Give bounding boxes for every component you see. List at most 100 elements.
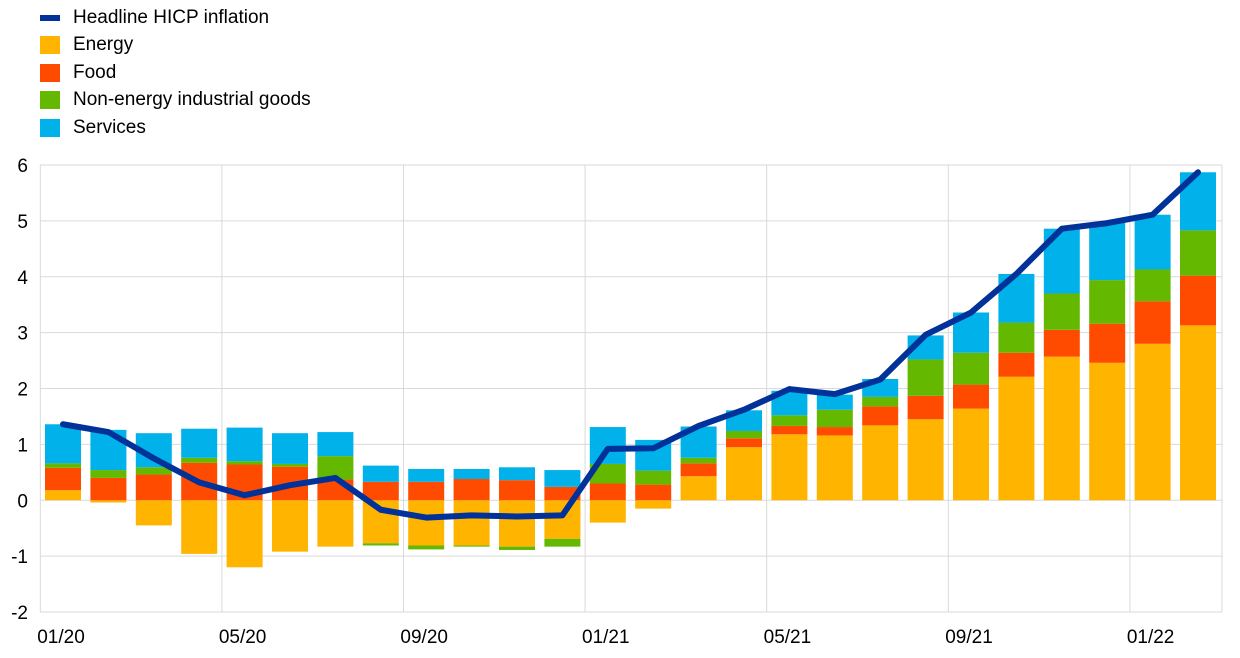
bar-non-energy-industrial-goods	[453, 545, 490, 547]
bar-energy	[181, 500, 218, 554]
y-tick-label: 1	[17, 435, 28, 456]
bar-non-energy-industrial-goods	[45, 463, 81, 468]
bar-energy	[45, 490, 81, 501]
bar-energy	[1134, 343, 1171, 501]
x-tick-label: 01/21	[582, 627, 630, 648]
y-tick-label: -1	[11, 547, 28, 568]
bar-non-energy-industrial-goods	[1180, 230, 1216, 276]
bar-food	[953, 384, 989, 409]
bar-food	[1180, 275, 1216, 326]
x-tick-label: 09/21	[945, 627, 993, 648]
bar-energy	[862, 425, 899, 501]
bar-non-energy-industrial-goods	[135, 467, 172, 475]
bar-energy	[1043, 356, 1080, 501]
bar-energy	[1089, 362, 1126, 501]
bar-energy	[90, 500, 127, 503]
bar-services	[45, 424, 81, 464]
legend-swatch	[40, 63, 60, 82]
bar-food	[453, 479, 490, 501]
legend-swatch	[40, 36, 60, 55]
bar-services	[90, 429, 127, 471]
bar-non-energy-industrial-goods	[362, 543, 399, 546]
bar-non-energy-industrial-goods	[499, 546, 535, 550]
bar-services	[499, 467, 535, 481]
bar-non-energy-industrial-goods	[998, 322, 1035, 353]
bar-food	[1043, 329, 1080, 357]
bar-food	[907, 395, 944, 420]
bar-non-energy-industrial-goods	[589, 463, 626, 484]
bar-services	[1089, 222, 1126, 281]
bar-services	[544, 470, 581, 487]
bar-food	[499, 480, 535, 501]
legend-item: Non-energy industrial goods	[40, 87, 311, 115]
bar-food	[726, 438, 762, 448]
bar-services	[181, 428, 218, 458]
bar-energy	[680, 476, 717, 501]
bar-energy	[953, 408, 989, 501]
x-tick-label: 05/20	[219, 627, 267, 648]
bar-energy	[635, 500, 672, 509]
legend-label: Non-energy industrial goods	[73, 89, 311, 111]
bar-services	[272, 433, 308, 464]
bar-non-energy-industrial-goods	[1134, 269, 1171, 302]
bar-non-energy-industrial-goods	[408, 545, 445, 550]
bar-non-energy-industrial-goods	[907, 359, 944, 396]
bar-food	[680, 463, 717, 477]
x-tick-label: 01/22	[1127, 627, 1175, 648]
y-tick-label: 0	[17, 491, 28, 512]
bar-food	[135, 474, 172, 501]
bar-non-energy-industrial-goods	[771, 415, 808, 426]
bar-non-energy-industrial-goods	[953, 352, 989, 385]
legend: Headline HICP inflation Energy Food Non-ene…	[40, 4, 311, 142]
bar-food	[862, 406, 899, 426]
legend-swatch	[40, 91, 60, 110]
bar-energy	[544, 500, 581, 539]
bar-food	[816, 427, 853, 436]
legend-swatch	[40, 118, 60, 137]
bar-energy	[771, 434, 808, 501]
y-tick-label: 5	[17, 212, 28, 233]
bar-energy	[1180, 325, 1216, 501]
line-headline-hicp-inflation	[60, 169, 1201, 521]
bar-energy	[726, 447, 762, 501]
legend-item: Headline HICP inflation	[40, 4, 311, 32]
bar-energy	[408, 500, 445, 546]
bar-non-energy-industrial-goods	[1043, 293, 1080, 330]
bar-non-energy-industrial-goods	[272, 463, 308, 467]
bar-non-energy-industrial-goods	[181, 457, 218, 463]
bar-services	[362, 465, 399, 482]
bar-food	[1134, 301, 1171, 344]
legend-label: Headline HICP inflation	[73, 6, 270, 28]
bar-non-energy-industrial-goods	[635, 470, 672, 485]
legend-swatch	[40, 14, 60, 21]
bar-food	[362, 481, 399, 501]
bar-energy	[907, 419, 944, 501]
y-tick-label: 6	[17, 156, 28, 177]
bar-energy	[499, 500, 535, 547]
bar-energy	[589, 500, 626, 523]
bar-non-energy-industrial-goods	[862, 396, 899, 407]
bar-services	[453, 468, 490, 480]
bar-non-energy-industrial-goods	[226, 461, 263, 465]
bar-energy	[816, 435, 853, 501]
bar-services	[1134, 214, 1171, 270]
legend-label: Energy	[73, 34, 134, 56]
bar-food	[90, 477, 127, 501]
bar-energy	[453, 500, 490, 546]
bar-non-energy-industrial-goods	[317, 456, 354, 480]
bar-non-energy-industrial-goods	[1089, 280, 1126, 324]
legend-item: Food	[40, 59, 311, 87]
bar-food	[635, 484, 672, 501]
bar-services	[408, 468, 445, 482]
y-tick-label: 3	[17, 324, 28, 345]
legend-item: Services	[40, 114, 311, 142]
bar-food	[771, 425, 808, 435]
bar-food	[1089, 323, 1126, 363]
bar-food	[45, 467, 81, 491]
bar-energy	[135, 500, 172, 526]
y-tick-label: 4	[17, 268, 28, 289]
bar-services	[589, 427, 626, 464]
bar-non-energy-industrial-goods	[544, 538, 581, 547]
y-tick-label: 2	[17, 380, 28, 401]
